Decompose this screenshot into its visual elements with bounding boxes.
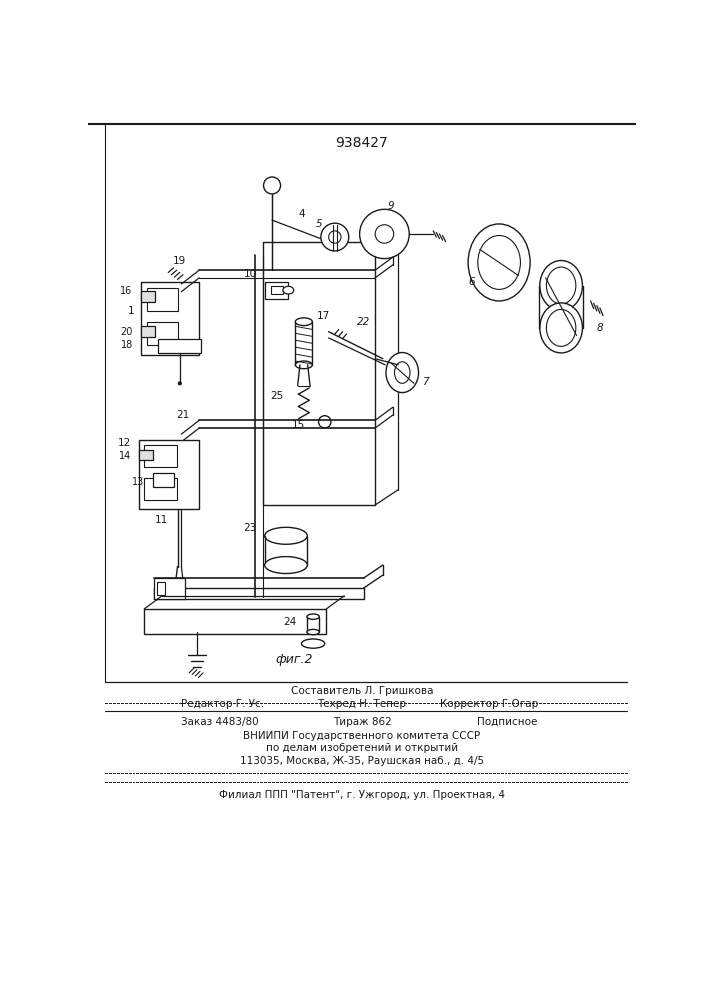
- Circle shape: [264, 177, 281, 194]
- Text: 22: 22: [357, 317, 370, 327]
- Text: 9: 9: [387, 201, 394, 211]
- Bar: [141, 291, 155, 302]
- Ellipse shape: [540, 303, 583, 353]
- Ellipse shape: [296, 361, 312, 369]
- Bar: [153, 473, 175, 487]
- Text: Заказ 4483/80: Заказ 4483/80: [182, 717, 259, 727]
- Text: 25: 25: [270, 391, 284, 401]
- Text: Редактор Г. Ус.: Редактор Г. Ус.: [182, 699, 264, 709]
- Circle shape: [178, 382, 182, 385]
- Bar: [139, 440, 199, 509]
- Text: Филиал ППП "Патент", г. Ужгород, ул. Проектная, 4: Филиал ППП "Патент", г. Ужгород, ул. Про…: [219, 790, 505, 800]
- Text: ВНИИПИ Государственного комитета СССР: ВНИИПИ Государственного комитета СССР: [243, 731, 481, 741]
- Text: 15: 15: [292, 420, 305, 430]
- Bar: [141, 326, 155, 337]
- Ellipse shape: [264, 557, 308, 574]
- Ellipse shape: [478, 235, 520, 289]
- Text: Корректор Г.Огар: Корректор Г.Огар: [440, 699, 538, 709]
- Circle shape: [375, 225, 394, 243]
- Text: 18: 18: [121, 340, 134, 350]
- Text: 8: 8: [597, 323, 603, 333]
- Text: 16: 16: [120, 286, 132, 296]
- Text: 5: 5: [316, 219, 322, 229]
- Text: 14: 14: [119, 451, 131, 461]
- Bar: [265, 282, 288, 299]
- Text: 19: 19: [173, 256, 187, 266]
- Text: 21: 21: [176, 410, 189, 420]
- Text: фиг.2: фиг.2: [275, 652, 312, 666]
- Bar: [146, 322, 177, 345]
- Circle shape: [329, 231, 341, 243]
- Bar: [158, 582, 165, 595]
- Text: Подписное: Подписное: [477, 717, 538, 727]
- Ellipse shape: [307, 614, 320, 619]
- Text: 11: 11: [155, 515, 168, 525]
- Text: 12: 12: [118, 438, 131, 448]
- Ellipse shape: [307, 629, 320, 635]
- Bar: [144, 609, 327, 634]
- Text: 7: 7: [422, 377, 429, 387]
- Ellipse shape: [283, 286, 293, 294]
- Bar: [271, 286, 283, 294]
- Circle shape: [319, 416, 331, 428]
- Text: 6: 6: [469, 277, 475, 287]
- Text: 113035, Москва, Ж-35, Раушская наб., д. 4/5: 113035, Москва, Ж-35, Раушская наб., д. …: [240, 756, 484, 766]
- Text: по делам изобретений и открытий: по делам изобретений и открытий: [266, 743, 458, 753]
- Text: Тираж 862: Тираж 862: [332, 717, 392, 727]
- Bar: [141, 282, 199, 355]
- Text: 1: 1: [128, 306, 135, 316]
- Ellipse shape: [547, 267, 575, 304]
- Text: 23: 23: [243, 523, 257, 533]
- Text: Составитель Л. Гришкова: Составитель Л. Гришкова: [291, 686, 433, 696]
- Bar: [158, 339, 201, 353]
- Bar: [144, 445, 177, 466]
- Ellipse shape: [540, 261, 583, 311]
- Ellipse shape: [395, 362, 410, 383]
- Bar: [139, 450, 153, 460]
- Text: 938427: 938427: [336, 136, 388, 150]
- Text: 4: 4: [298, 209, 305, 219]
- Ellipse shape: [301, 639, 325, 648]
- Text: 20: 20: [120, 327, 132, 337]
- Circle shape: [321, 223, 349, 251]
- Bar: [154, 578, 185, 599]
- Text: 13: 13: [132, 477, 144, 487]
- Text: 24: 24: [284, 617, 296, 627]
- Ellipse shape: [264, 527, 308, 544]
- Ellipse shape: [296, 318, 312, 326]
- Text: 10: 10: [244, 269, 257, 279]
- Circle shape: [360, 209, 409, 259]
- Text: 17: 17: [317, 311, 330, 321]
- Text: Техред Н. Тепер: Техред Н. Тепер: [317, 699, 407, 709]
- Ellipse shape: [468, 224, 530, 301]
- Ellipse shape: [386, 353, 419, 393]
- Bar: [144, 478, 177, 500]
- Bar: [146, 288, 177, 311]
- Ellipse shape: [547, 309, 575, 346]
